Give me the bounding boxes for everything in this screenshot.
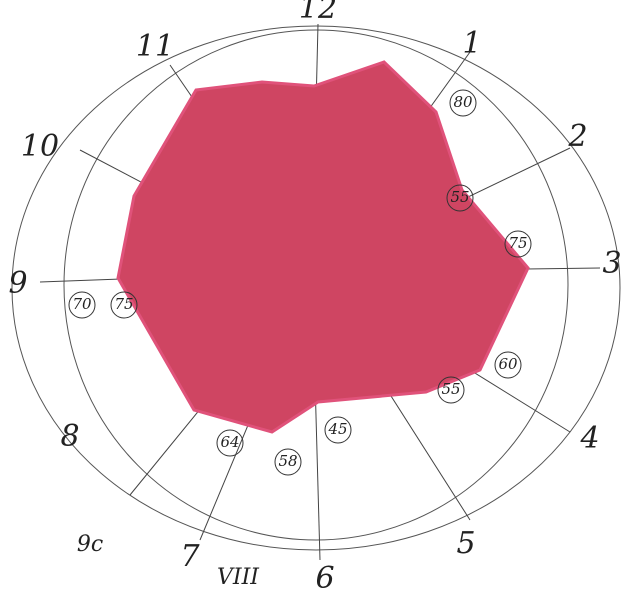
hour-label: 9: [8, 266, 27, 301]
circled-value: 64: [220, 433, 239, 451]
circled-value: 55: [441, 380, 460, 398]
filled-shape: [116, 60, 530, 434]
value-circle: [437, 376, 465, 404]
hour-label: 7: [180, 539, 200, 574]
value-circle: [68, 291, 96, 319]
hour-label: 6: [315, 561, 334, 596]
value-circle: [324, 416, 352, 444]
hour-label: 4: [579, 421, 599, 456]
hour-label: 1: [462, 26, 481, 61]
value-circle: [446, 184, 474, 212]
hour-label: 12: [299, 0, 337, 26]
circled-values: 80 55 75 60 55 45 58 64 75 70: [68, 89, 532, 476]
extra-label: 9c: [77, 532, 103, 557]
circled-value: 70: [72, 295, 92, 313]
hour-label: 11: [136, 29, 174, 64]
outer-ring: [11, 25, 621, 551]
circled-value: 55: [450, 188, 469, 206]
value-circle: [449, 89, 477, 117]
hour-label: 2: [567, 119, 587, 154]
hour-label: 5: [456, 526, 475, 561]
circled-value: 75: [508, 234, 527, 252]
inner-ring: [63, 29, 569, 541]
hour-label: 3: [602, 246, 621, 281]
hour-label: 10: [21, 129, 59, 164]
circled-value: 60: [498, 355, 518, 373]
value-circle: [216, 429, 244, 457]
circled-value: 75: [114, 295, 133, 313]
value-circle: [494, 351, 522, 379]
circled-value: 58: [278, 452, 297, 470]
value-circle: [110, 291, 138, 319]
extra-label: VIII: [217, 565, 260, 590]
hour-label: 8: [60, 419, 79, 454]
circled-value: 80: [453, 93, 473, 111]
value-circle: [504, 230, 532, 258]
value-circle: [274, 448, 302, 476]
circled-value: 45: [327, 420, 347, 438]
